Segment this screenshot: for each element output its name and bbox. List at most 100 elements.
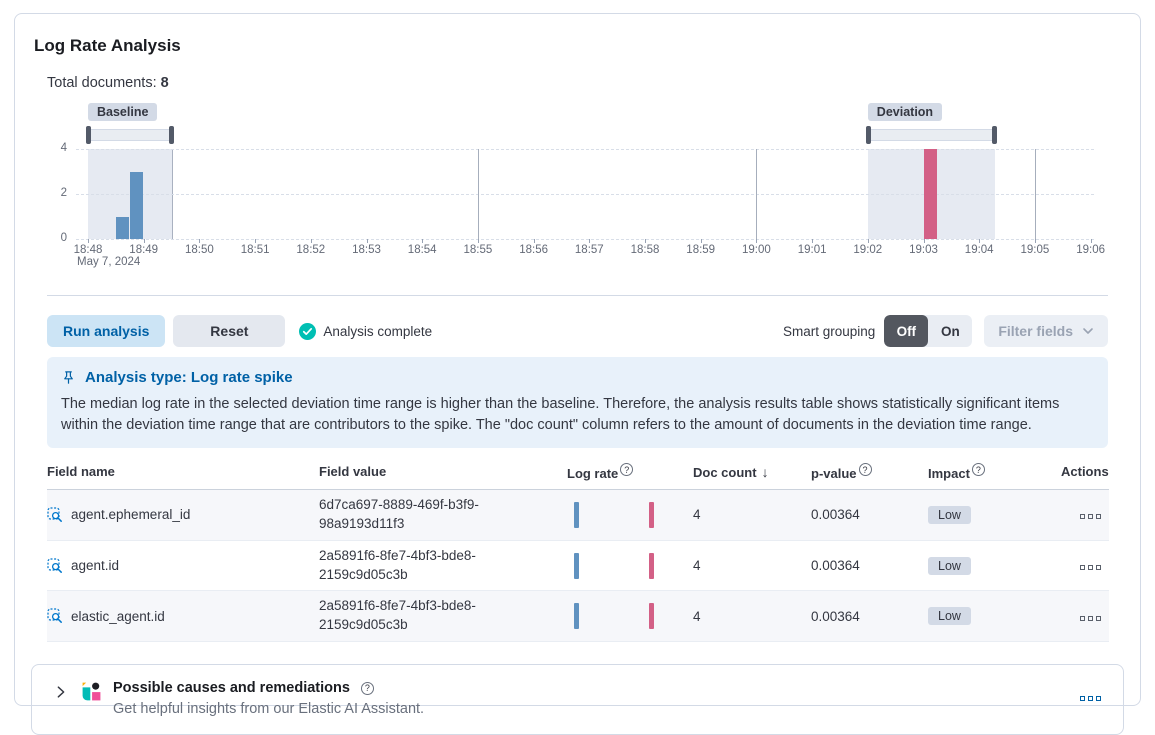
- p-value: 0.00364: [811, 590, 928, 643]
- field-value: 2a5891f6-8fe7-4bf3-bde8-2159c9d05c3b: [319, 598, 476, 633]
- deviation-brush-handle-left[interactable]: [865, 126, 871, 144]
- analysis-type-callout: Analysis type: Log rate spike The median…: [47, 357, 1108, 449]
- x-axis-tick-label: 18:59: [686, 244, 716, 256]
- log-rate-analysis-panel: Log Rate Analysis Total documents: 8 18:…: [14, 13, 1141, 735]
- help-icon[interactable]: ?: [858, 463, 872, 477]
- x-axis-tick-label: 19:02: [853, 244, 883, 256]
- header-log-rate: Log rate?: [567, 458, 693, 490]
- help-icon[interactable]: ?: [360, 681, 374, 695]
- log-rate-mini-chart: [567, 501, 687, 529]
- field-stats-icon[interactable]: [47, 507, 63, 523]
- analysis-status-label: Analysis complete: [323, 323, 433, 339]
- expand-chevron-button[interactable]: [52, 683, 70, 704]
- baseline-brush-badge: Baseline: [88, 103, 158, 121]
- reset-button[interactable]: Reset: [173, 315, 286, 347]
- x-axis-date-label: May 7, 2024: [77, 256, 141, 268]
- row-actions-button[interactable]: [1078, 512, 1103, 521]
- page-title: Log Rate Analysis: [34, 36, 181, 55]
- x-axis-tick-label: 18:52: [296, 244, 326, 256]
- x-axis-tick-label: 18:56: [519, 244, 548, 256]
- callout-title: Analysis type: Log rate spike: [85, 369, 293, 386]
- y-axis-tick-label: 0: [60, 232, 67, 244]
- log-rate-mini-chart: [567, 552, 687, 580]
- x-axis-tick-label: 18:54: [407, 244, 437, 256]
- field-name: agent.id: [71, 558, 120, 574]
- x-axis-tick-label: 18:48: [73, 244, 103, 256]
- filter-fields-label: Filter fields: [998, 323, 1073, 339]
- histogram-bar-baseline: [129, 171, 143, 239]
- analysis-results-table: Field name Field value Log rate? Doc cou…: [47, 458, 1109, 643]
- field-stats-icon[interactable]: [47, 608, 63, 624]
- baseline-brush-track[interactable]: [88, 129, 173, 141]
- section-divider: [47, 295, 1108, 296]
- field-value: 6d7ca697-8889-469f-b3f9-98a9193d11f3: [319, 496, 479, 531]
- analysis-status: Analysis complete: [299, 322, 433, 340]
- header-impact: Impact?: [928, 458, 1061, 490]
- smart-grouping-off[interactable]: Off: [884, 315, 929, 347]
- deviation-mini-bar: [649, 501, 654, 528]
- header-p-value: p-value?: [811, 458, 928, 490]
- header-doc-count[interactable]: Doc count ↓: [693, 458, 811, 490]
- header-field-name: Field name: [47, 458, 319, 490]
- check-circle-icon: [299, 322, 317, 340]
- deviation-mini-bar: [649, 552, 654, 579]
- elastic-ai-assistant-icon: [82, 682, 101, 701]
- header-actions: Actions: [1061, 458, 1109, 490]
- x-axis-line: [76, 239, 1094, 240]
- smart-grouping-label: Smart grouping: [783, 323, 876, 339]
- panel-actions-button[interactable]: [1078, 694, 1103, 703]
- total-documents-label: Total documents:: [47, 75, 157, 91]
- y-axis-tick-label: 4: [60, 142, 67, 154]
- x-axis-tick-label: 19:03: [909, 244, 938, 256]
- histogram-bar-deviation: [923, 149, 937, 239]
- baseline-mini-bar: [574, 603, 579, 630]
- x-axis-tick-label: 18:50: [185, 244, 214, 256]
- callout-body: The median log rate in the selected devi…: [61, 396, 1060, 434]
- row-actions-button[interactable]: [1078, 563, 1103, 572]
- baseline-brush-handle-right[interactable]: [169, 126, 175, 144]
- possible-causes-title: Possible causes and remediations: [113, 680, 350, 697]
- impact-badge: Low: [928, 505, 971, 524]
- sort-desc-icon: ↓: [761, 463, 769, 480]
- table-header-row: Field name Field value Log rate? Doc cou…: [47, 458, 1109, 490]
- baseline-brush-handle-left[interactable]: [86, 126, 91, 144]
- x-axis-tick-label: 19:05: [1020, 244, 1050, 256]
- field-stats-icon[interactable]: [47, 557, 63, 574]
- x-axis-tick-label: 19:04: [964, 244, 994, 256]
- run-analysis-button[interactable]: Run analysis: [47, 315, 166, 347]
- baseline-mini-bar: [574, 552, 579, 579]
- x-axis-tick-label: 18:49: [129, 244, 159, 256]
- table-row: agent.ephemeral_id 6d7ca697-8889-469f-b3f…: [47, 489, 1109, 541]
- total-documents: Total documents: 8: [47, 75, 1108, 91]
- row-actions-button[interactable]: [1078, 614, 1103, 623]
- doc-count-value: 4: [693, 590, 811, 643]
- x-axis-tick-label: 18:58: [630, 244, 660, 256]
- smart-grouping-on[interactable]: On: [940, 323, 960, 339]
- log-rate-histogram[interactable]: 18:48 18:49 18:50 18:51 18:52 18:53 18:54 18:55…: [47, 99, 1108, 269]
- total-documents-value: 8: [160, 75, 169, 91]
- possible-causes-text: Possible causes and remediations ? Get h…: [113, 680, 424, 717]
- p-value: 0.00364: [811, 489, 928, 541]
- log-rate-mini-chart: [567, 602, 687, 630]
- x-axis-tick-label: 19:01: [797, 244, 827, 256]
- p-value: 0.00364: [811, 540, 928, 592]
- deviation-brush-badge: Deviation: [867, 103, 943, 121]
- baseline-mini-bar: [574, 501, 579, 528]
- x-axis-tick-label: 18:51: [240, 244, 270, 256]
- x-axis-tick-label: 18:57: [574, 244, 604, 256]
- doc-count-value: 4: [693, 489, 811, 541]
- deviation-mini-bar: [649, 603, 654, 630]
- deviation-brush-track[interactable]: [867, 129, 995, 141]
- x-axis-tick-label: 18:55: [463, 244, 493, 256]
- help-icon[interactable]: ?: [971, 463, 985, 477]
- help-icon[interactable]: ?: [620, 463, 634, 477]
- filter-fields-button[interactable]: Filter fields: [984, 315, 1108, 347]
- table-row: elastic_agent.id 2a5891f6-8fe7-4bf3-bde8-…: [47, 590, 1109, 643]
- y-axis-tick-label: 2: [60, 187, 67, 199]
- deviation-brush-handle-right[interactable]: [991, 126, 997, 144]
- controls-bar: Run analysis Reset Analysis complete Sma…: [47, 315, 1108, 347]
- possible-causes-subtitle: Get helpful insights from our Elastic AI…: [113, 701, 425, 718]
- impact-badge: Low: [928, 607, 971, 626]
- x-axis-tick-label: 19:06: [1076, 244, 1105, 256]
- smart-grouping-toggle: Off On: [884, 315, 973, 347]
